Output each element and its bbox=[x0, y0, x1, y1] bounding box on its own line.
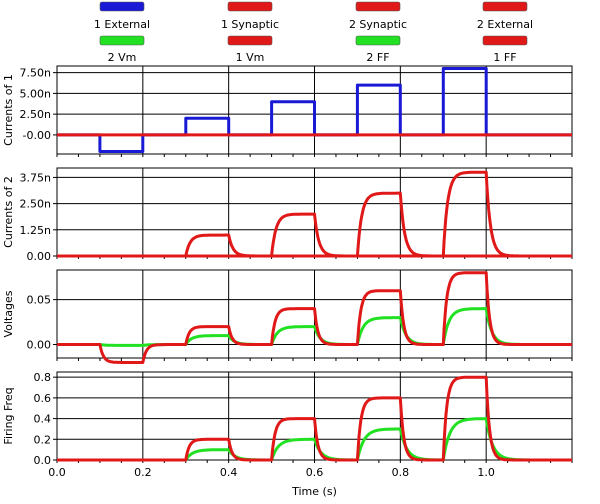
y-tick-label: 2.50n bbox=[20, 108, 51, 121]
legend-label: 1 FF bbox=[493, 51, 516, 64]
legend-label: 2 Vm bbox=[108, 51, 137, 64]
y-tick-label: 0.05 bbox=[27, 294, 52, 307]
legend-swatch bbox=[227, 1, 273, 12]
x-axis-label: Time (s) bbox=[291, 485, 337, 498]
series-line-1-1 bbox=[57, 67, 572, 153]
y-tick-label: 2.50n bbox=[20, 198, 51, 211]
series-line-4-2 bbox=[57, 375, 572, 462]
y-tick-label: 0.00 bbox=[27, 339, 52, 352]
x-tick-label: 1.0 bbox=[477, 466, 495, 479]
y-tick-label: 1.25n bbox=[20, 224, 51, 237]
x-tick-label: 0.6 bbox=[306, 466, 324, 479]
legend-swatch bbox=[355, 1, 401, 12]
y-tick-label: 0.0 bbox=[34, 454, 52, 467]
legend-label: 2 External bbox=[477, 18, 533, 31]
x-tick-label: 0.8 bbox=[392, 466, 410, 479]
chart-panel-4: 0.0 0.2 0.4 0.6 0.8 Firing Freq 0.0 0.2 0.4 0.6 0.… bbox=[2, 371, 573, 498]
chart-panel-1: -0.00 2.50n 5.00n 7.50n Currents of 1 bbox=[2, 65, 573, 157]
legend-swatch bbox=[355, 35, 401, 46]
y-tick-label: 0.6 bbox=[34, 392, 52, 405]
y-axis-label: Voltages bbox=[2, 290, 15, 337]
y-axis-label: Currents of 2 bbox=[2, 176, 15, 248]
legend-swatch bbox=[99, 1, 145, 12]
x-tick-label: 0.4 bbox=[220, 466, 238, 479]
legend-swatch bbox=[482, 35, 528, 46]
y-tick-label: 3.75n bbox=[20, 171, 51, 184]
y-tick-label: 0.4 bbox=[34, 413, 52, 426]
x-tick-label: 0.2 bbox=[134, 466, 152, 479]
series-line-2-2 bbox=[57, 170, 572, 258]
legend-swatch bbox=[482, 1, 528, 12]
series-line-3-2 bbox=[57, 271, 572, 364]
y-tick-label: 0.2 bbox=[34, 433, 52, 446]
legend-label: 1 Synaptic bbox=[221, 18, 279, 31]
y-tick-label: 0.8 bbox=[34, 371, 52, 384]
chart-panel-3: 0.00 0.05 Voltages bbox=[2, 269, 573, 364]
chart-panel-2: 0.00 1.25n 2.50n 3.75n Currents of 2 bbox=[2, 167, 573, 263]
x-tick-label: 0.0 bbox=[48, 466, 66, 479]
y-tick-label: 5.00n bbox=[20, 87, 51, 100]
y-axis-label: Firing Freq bbox=[2, 387, 15, 444]
legend-swatch bbox=[227, 35, 273, 46]
y-tick-label: -0.00 bbox=[23, 129, 51, 142]
y-axis-label: Currents of 1 bbox=[2, 74, 15, 146]
legend-label: 1 External bbox=[94, 18, 150, 31]
y-tick-label: 7.50n bbox=[20, 67, 51, 80]
y-tick-label: 0.00 bbox=[27, 250, 52, 263]
legend-label: 1 Vm bbox=[236, 51, 265, 64]
legend-label: 2 FF bbox=[366, 51, 389, 64]
legend-label: 2 Synaptic bbox=[349, 18, 407, 31]
legend-swatch bbox=[99, 35, 145, 46]
